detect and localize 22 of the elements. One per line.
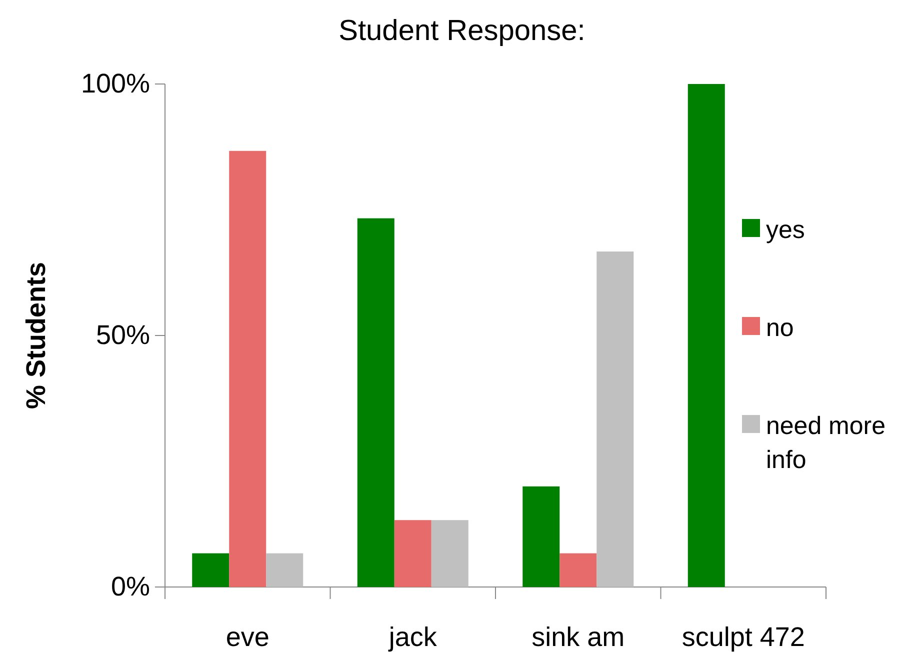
bar bbox=[596, 252, 634, 587]
legend-label: no bbox=[766, 314, 794, 342]
y-tick-label: 0% bbox=[110, 572, 150, 602]
bar bbox=[192, 553, 230, 587]
x-tick-label: eve bbox=[226, 622, 270, 652]
chart-title: Student Response: bbox=[338, 15, 586, 47]
bar bbox=[431, 520, 468, 587]
x-tick-label: sink am bbox=[532, 622, 625, 652]
bar bbox=[394, 520, 432, 587]
x-tick-label: sculpt 472 bbox=[682, 622, 805, 652]
y-tick-label: 50% bbox=[96, 320, 150, 350]
bar bbox=[266, 553, 304, 587]
bar bbox=[560, 553, 597, 587]
bar bbox=[688, 84, 725, 587]
y-axis-title: % Students bbox=[21, 262, 51, 410]
x-tick-label: jack bbox=[388, 622, 438, 652]
bar bbox=[229, 150, 266, 587]
legend-label: need more info bbox=[766, 412, 886, 474]
bar bbox=[357, 218, 394, 587]
y-tick-label: 100% bbox=[80, 68, 150, 99]
bar bbox=[522, 486, 560, 587]
legend-label: yes bbox=[766, 216, 805, 244]
